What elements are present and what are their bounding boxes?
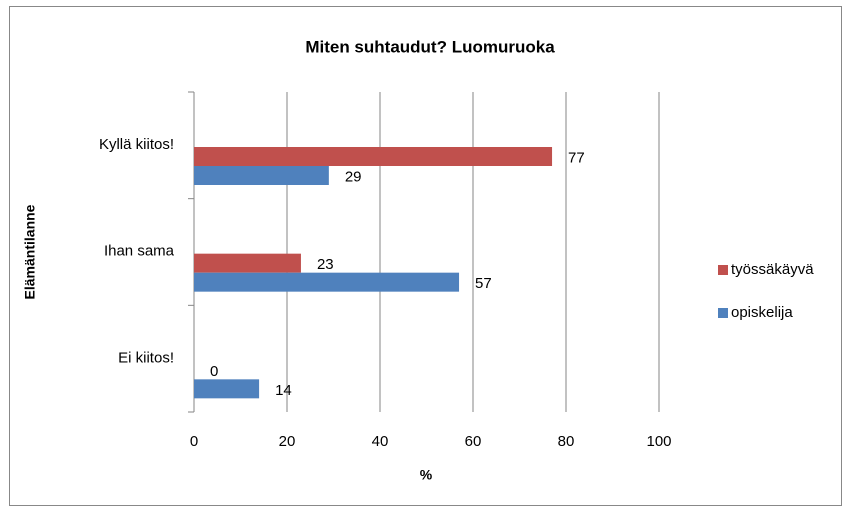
x-tick-label: 100 [646,433,671,450]
legend-label: opiskelija [731,304,793,321]
y-axis-title: Elämäntilanne [22,204,38,299]
data-label: 23 [317,256,334,273]
x-tick-label: 40 [372,433,389,450]
chart-frame [9,6,842,506]
data-label: 0 [210,363,218,380]
legend-label: työssäkäyvä [731,261,814,278]
data-label: 14 [275,382,292,399]
x-axis-title: % [420,467,433,483]
y-tick-label: Kyllä kiitos! [99,136,174,153]
data-label: 57 [475,275,492,292]
bar [194,166,329,185]
x-tick-label: 20 [279,433,296,450]
data-label: 29 [345,168,362,185]
legend-swatch [718,265,728,275]
chart-title: Miten suhtaudut? Luomuruoka [305,37,555,56]
y-tick-label: Ihan sama [104,243,175,260]
x-tick-label: 80 [558,433,575,450]
x-tick-label: 0 [190,433,198,450]
y-tick-label: Ei kiitos! [118,349,174,366]
bar [194,147,553,166]
data-label: 77 [568,149,585,166]
x-tick-label: 60 [465,433,482,450]
bar [194,253,301,273]
legend-swatch [718,308,728,318]
bar [194,379,260,399]
bar [194,272,460,292]
